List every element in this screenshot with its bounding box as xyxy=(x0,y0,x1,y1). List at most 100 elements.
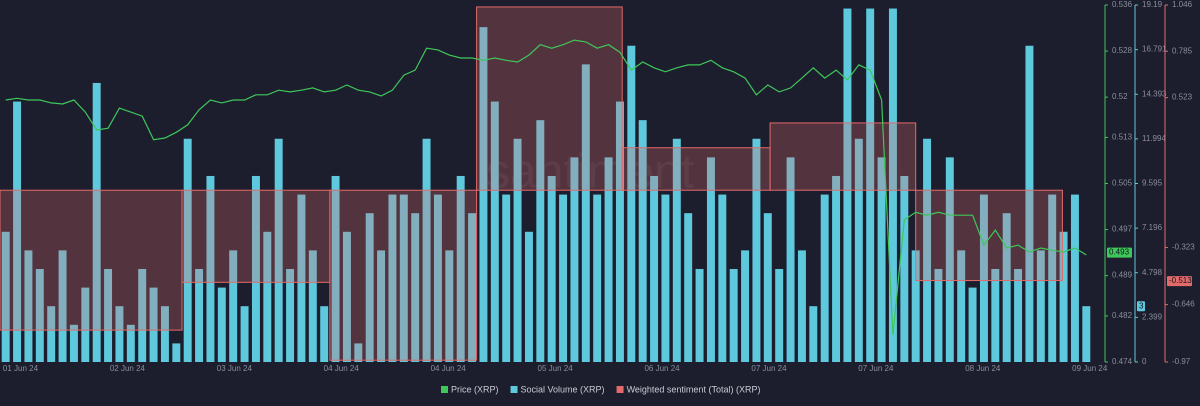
bar xyxy=(81,287,90,362)
x-tick-label: 04 Jun 24 xyxy=(324,364,360,373)
legend-label: Price (XRP) xyxy=(451,384,499,394)
bar xyxy=(729,268,738,362)
bar xyxy=(229,250,238,362)
sentiment-area xyxy=(0,189,183,331)
bar xyxy=(149,287,158,362)
bar xyxy=(445,250,454,362)
bar xyxy=(570,157,579,362)
bar xyxy=(775,268,784,362)
bar xyxy=(957,250,966,362)
bar xyxy=(945,157,954,362)
bar xyxy=(206,175,215,362)
bar xyxy=(979,194,988,362)
bar xyxy=(479,27,488,362)
sentiment-area xyxy=(621,147,771,191)
bar xyxy=(741,250,750,362)
bar xyxy=(365,213,374,362)
bar xyxy=(354,343,363,362)
bar xyxy=(183,138,192,362)
bar xyxy=(1082,306,1091,362)
bar xyxy=(399,194,408,362)
x-tick-label: 06 Jun 24 xyxy=(644,364,680,373)
bar xyxy=(411,213,420,362)
bar xyxy=(286,268,295,362)
x-tick-label: 07 Jun 24 xyxy=(751,364,787,373)
bar xyxy=(1,231,10,362)
y-tick-label: 0.505 xyxy=(1112,179,1133,188)
bar xyxy=(547,175,556,362)
bar xyxy=(456,175,465,362)
bar xyxy=(650,175,659,362)
x-tick-label: 07 Jun 24 xyxy=(858,364,894,373)
sentiment-area xyxy=(476,6,623,191)
bar xyxy=(217,287,226,362)
bar xyxy=(809,306,818,362)
bar xyxy=(843,8,852,362)
x-tick-label: 09 Jun 24 xyxy=(1072,364,1108,373)
value-badge-label: 0.493 xyxy=(1109,248,1130,257)
bar xyxy=(934,268,943,362)
bar xyxy=(160,306,169,362)
bar xyxy=(138,268,147,362)
y-tick-label: -0.97 xyxy=(1172,357,1191,366)
bar xyxy=(786,157,795,362)
value-badge-label: 3 xyxy=(1139,301,1144,310)
bar xyxy=(524,231,533,362)
bar xyxy=(672,138,681,362)
bar xyxy=(854,138,863,362)
y-tick-label: 0 xyxy=(1142,357,1147,366)
bar xyxy=(422,138,431,362)
bar xyxy=(468,213,477,362)
bar xyxy=(433,194,442,362)
bar xyxy=(900,175,909,362)
x-tick-label: 01 Jun 24 xyxy=(3,364,39,373)
y-tick-label: 0.785 xyxy=(1172,46,1193,55)
legend-swatch xyxy=(510,386,518,393)
bar xyxy=(24,250,33,362)
y-tick-label: 2.399 xyxy=(1142,312,1163,321)
bar xyxy=(763,213,772,362)
bar xyxy=(251,175,260,362)
x-tick-label: 02 Jun 24 xyxy=(110,364,146,373)
bar xyxy=(308,250,317,362)
bar xyxy=(263,231,272,362)
bar xyxy=(195,268,204,362)
bar xyxy=(627,45,636,363)
legend-label: Weighted sentiment (Total) (XRP) xyxy=(627,384,761,394)
value-badge xyxy=(1137,301,1145,312)
y-tick-label: 9.595 xyxy=(1142,179,1163,188)
bar xyxy=(58,250,67,362)
bar xyxy=(377,250,386,362)
bar xyxy=(274,138,283,362)
bar xyxy=(832,175,841,362)
bar xyxy=(240,306,249,362)
bar xyxy=(1070,194,1079,362)
bar xyxy=(968,287,977,362)
bar xyxy=(513,138,522,362)
y-tick-label: 14.393 xyxy=(1142,89,1167,98)
y-tick-label: -0.323 xyxy=(1172,243,1195,252)
x-tick-label: 05 Jun 24 xyxy=(538,364,574,373)
bar xyxy=(911,250,920,362)
bar xyxy=(126,324,135,362)
bar xyxy=(559,194,568,362)
y-tick-label: 4.798 xyxy=(1142,268,1163,277)
bar xyxy=(581,64,590,362)
bar xyxy=(69,324,78,362)
price-line xyxy=(5,39,1087,335)
y-tick-label: 0.536 xyxy=(1112,0,1133,9)
sentiment-area xyxy=(915,189,1063,282)
bar xyxy=(695,268,704,362)
sentiment-area xyxy=(329,189,478,361)
bar xyxy=(866,8,875,362)
bar xyxy=(1025,45,1034,363)
bar xyxy=(661,194,670,362)
bar xyxy=(888,8,897,362)
bar xyxy=(92,82,101,362)
bar xyxy=(877,157,886,362)
x-tick-label: 04 Jun 24 xyxy=(431,364,467,373)
bar xyxy=(638,120,647,362)
y-tick-label: 0.523 xyxy=(1172,93,1193,102)
y-tick-label: 0.489 xyxy=(1112,271,1133,280)
